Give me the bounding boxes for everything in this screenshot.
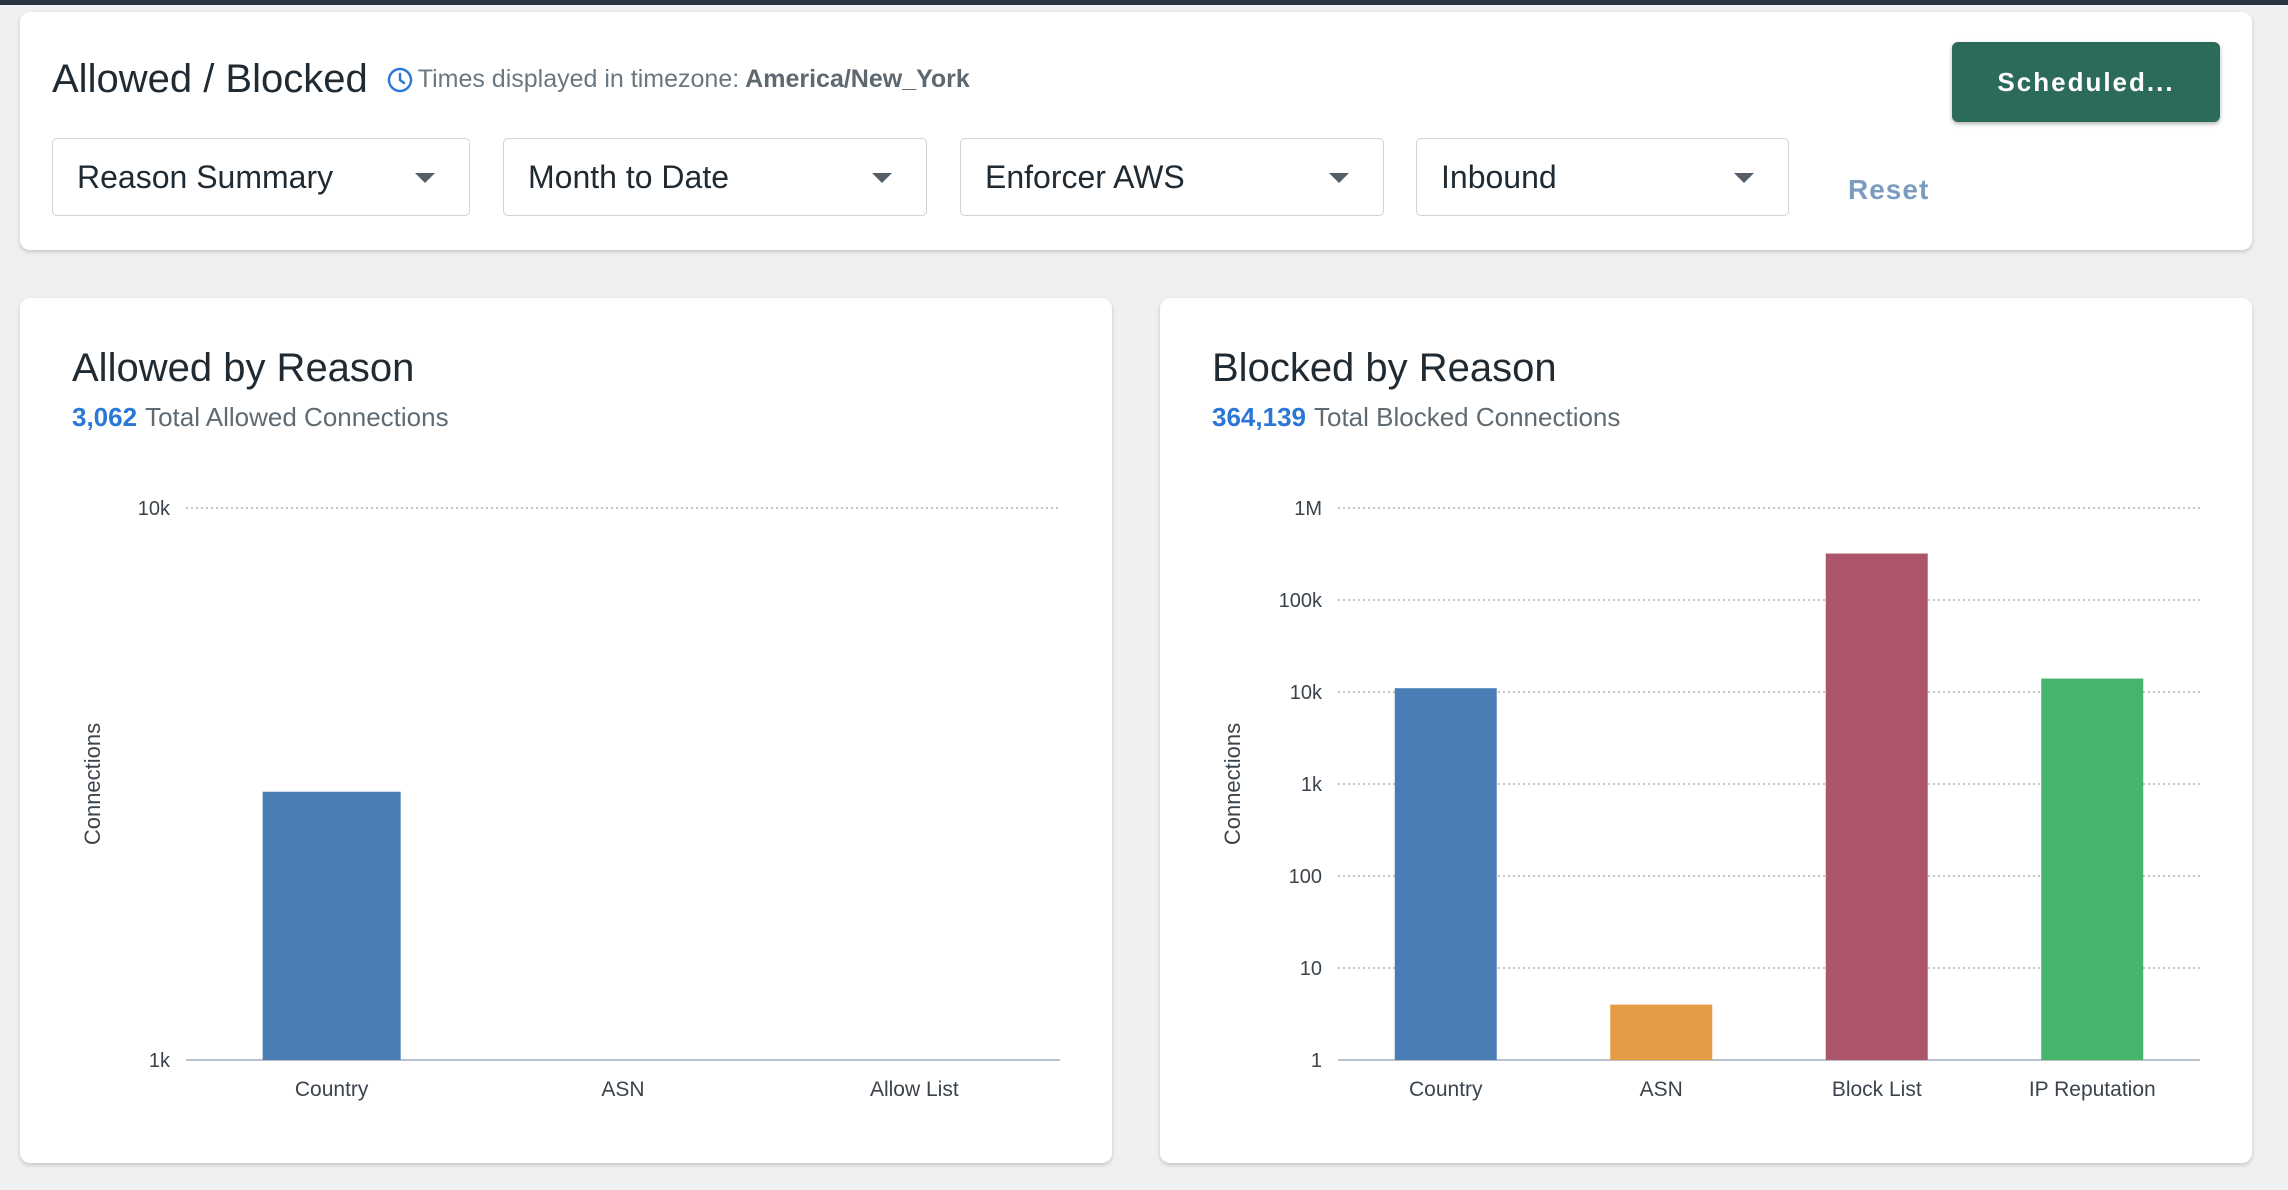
allowed-x-tick-label: Country xyxy=(295,1078,369,1101)
date-range-value: Month to Date xyxy=(528,158,729,195)
blocked-y-tick-label: 1M xyxy=(1294,498,1322,520)
enforcer-dropdown[interactable]: Enforcer AWS xyxy=(960,138,1384,216)
blocked-total-label: Total Blocked Connections xyxy=(1313,402,1621,432)
blocked-bar-block-list[interactable] xyxy=(1825,553,1928,1060)
blocked-bar-ip-reputation[interactable] xyxy=(2041,678,2144,1060)
blocked-total-count: 364,139 xyxy=(1212,402,1306,432)
allowed-chart-title: Allowed by Reason xyxy=(72,346,415,390)
allowed-x-tick-label: Allow List xyxy=(870,1078,959,1101)
reset-link[interactable]: Reset xyxy=(1848,174,1930,205)
blocked-y-tick-label: 1k xyxy=(1301,774,1323,796)
caret-down-icon xyxy=(872,173,892,183)
allowed-total-count: 3,062 xyxy=(72,402,138,432)
allowed-bar-country[interactable] xyxy=(262,791,401,1060)
blocked-bar-asn[interactable] xyxy=(1610,1004,1713,1060)
scheduled-button[interactable]: Scheduled... xyxy=(1952,42,2220,122)
filter-header-card: Allowed / Blocked Times displayed in tim… xyxy=(20,12,2252,250)
blocked-x-tick-label: Block List xyxy=(1832,1078,1922,1101)
date-range-dropdown[interactable]: Month to Date xyxy=(503,138,927,216)
blocked-bar-country[interactable] xyxy=(1394,688,1497,1060)
title-row: Allowed / Blocked Times displayed in tim… xyxy=(52,57,970,102)
clock-icon xyxy=(387,67,412,92)
timezone-prefix: Times displayed in timezone: xyxy=(417,65,740,93)
blocked-y-tick-label: 10 xyxy=(1300,958,1322,980)
allowed-total: 3,062 Total Allowed Connections xyxy=(72,402,449,433)
allowed-bar-chart: 1k 10k Connections Country ASN Allow List xyxy=(80,498,1060,1101)
report-type-value: Reason Summary xyxy=(77,158,334,195)
caret-down-icon xyxy=(1734,173,1754,183)
direction-value: Inbound xyxy=(1441,158,1557,195)
caret-down-icon xyxy=(415,173,435,183)
blocked-y-tick-label: 1 xyxy=(1311,1050,1322,1072)
blocked-y-tick-label: 10k xyxy=(1290,682,1323,704)
blocked-bar-chart: 1 10 100 1k 10k 100k 1M Connections Country ASN Bl… xyxy=(1220,498,2200,1101)
allowed-y-tick-label: 1k xyxy=(149,1050,171,1072)
allowed-chart-card: Allowed by Reason 3,062 Total Allowed Con… xyxy=(20,298,1112,1163)
allowed-x-tick-label: ASN xyxy=(601,1078,644,1101)
caret-down-icon xyxy=(1329,173,1349,183)
enforcer-value: Enforcer AWS xyxy=(985,158,1185,195)
blocked-y-tick-label: 100 xyxy=(1289,866,1322,888)
timezone-info: Times displayed in timezone: America/New_… xyxy=(418,65,970,94)
blocked-chart-card: Blocked by Reason 364,139 Total Blocked C… xyxy=(1160,298,2252,1163)
direction-dropdown[interactable]: Inbound xyxy=(1416,138,1789,216)
blocked-total: 364,139 Total Blocked Connections xyxy=(1212,402,1620,433)
allowed-y-tick-label: 10k xyxy=(138,498,171,520)
page-title: Allowed / Blocked xyxy=(52,57,368,101)
blocked-y-axis-label: Connections xyxy=(1220,723,1245,845)
report-type-dropdown[interactable]: Reason Summary xyxy=(52,138,470,216)
blocked-y-tick-label: 100k xyxy=(1279,590,1323,612)
timezone-value: America/New_York xyxy=(745,65,970,93)
allowed-y-axis-label: Connections xyxy=(80,723,105,845)
allowed-total-label: Total Allowed Connections xyxy=(145,402,449,432)
blocked-chart-title: Blocked by Reason xyxy=(1212,346,1557,390)
blocked-x-tick-label: ASN xyxy=(1640,1078,1683,1101)
blocked-x-tick-label: IP Reputation xyxy=(2029,1078,2156,1101)
top-border xyxy=(0,0,2288,5)
blocked-x-tick-label: Country xyxy=(1409,1078,1483,1101)
